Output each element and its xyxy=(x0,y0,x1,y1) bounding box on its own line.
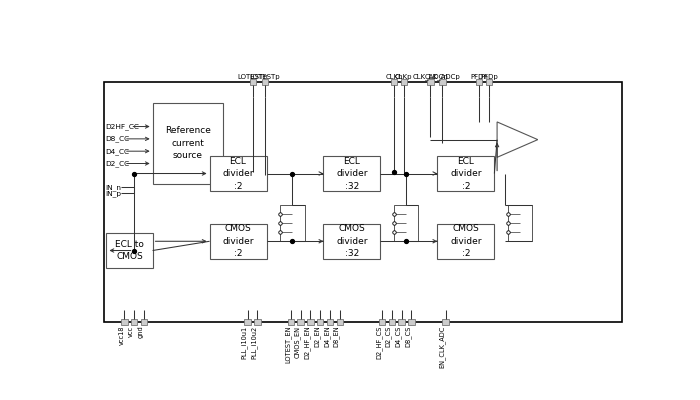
Text: D2_EN: D2_EN xyxy=(314,326,320,347)
FancyBboxPatch shape xyxy=(288,319,294,325)
Text: vcc18: vcc18 xyxy=(118,326,125,345)
FancyBboxPatch shape xyxy=(394,205,419,240)
Text: D8_CC: D8_CC xyxy=(105,136,129,142)
Text: D8_EN: D8_EN xyxy=(333,326,340,347)
FancyBboxPatch shape xyxy=(209,224,267,259)
FancyBboxPatch shape xyxy=(244,319,251,325)
Text: CMOS
divider
:2: CMOS divider :2 xyxy=(223,224,254,258)
FancyBboxPatch shape xyxy=(262,79,268,85)
FancyBboxPatch shape xyxy=(121,319,127,325)
FancyBboxPatch shape xyxy=(327,319,333,325)
FancyBboxPatch shape xyxy=(508,205,533,240)
FancyBboxPatch shape xyxy=(280,205,304,240)
FancyBboxPatch shape xyxy=(106,233,153,268)
Text: CLK_ADCn: CLK_ADCn xyxy=(412,74,448,80)
Text: PLL_i10u2: PLL_i10u2 xyxy=(251,326,258,359)
Text: D2_CS: D2_CS xyxy=(385,326,392,347)
FancyBboxPatch shape xyxy=(379,319,385,325)
FancyBboxPatch shape xyxy=(104,82,622,322)
Text: D8_CS: D8_CS xyxy=(405,326,412,347)
Text: D2_HF_CS: D2_HF_CS xyxy=(375,326,382,359)
FancyBboxPatch shape xyxy=(427,79,433,85)
Text: CMOS
divider
:2: CMOS divider :2 xyxy=(450,224,482,258)
FancyBboxPatch shape xyxy=(323,224,381,259)
Text: ECL
divider
:2: ECL divider :2 xyxy=(223,156,254,190)
Text: D4_EN: D4_EN xyxy=(323,326,330,347)
FancyBboxPatch shape xyxy=(337,319,343,325)
Text: IN_p: IN_p xyxy=(105,190,121,197)
Text: LOTEST_EN: LOTEST_EN xyxy=(284,326,291,363)
FancyBboxPatch shape xyxy=(323,156,381,191)
Text: D4_CS: D4_CS xyxy=(395,326,402,347)
Text: ECL
divider
:2: ECL divider :2 xyxy=(450,156,482,190)
FancyBboxPatch shape xyxy=(438,224,494,259)
Text: LOTESTn: LOTESTn xyxy=(237,74,268,80)
Text: PLL_i10u1: PLL_i10u1 xyxy=(241,326,248,359)
FancyBboxPatch shape xyxy=(317,319,323,325)
Text: CLK_ADCp: CLK_ADCp xyxy=(424,74,460,80)
Text: CLKp: CLKp xyxy=(395,74,412,80)
Text: D4_CC: D4_CC xyxy=(105,148,129,154)
FancyBboxPatch shape xyxy=(254,319,260,325)
Text: CMOS
divider
:32: CMOS divider :32 xyxy=(336,224,368,258)
FancyBboxPatch shape xyxy=(250,79,256,85)
Text: LOTESTp: LOTESTp xyxy=(250,74,280,80)
Text: ECL to
CMOS: ECL to CMOS xyxy=(115,240,144,261)
FancyBboxPatch shape xyxy=(307,319,314,325)
Text: ECL
divider
:32: ECL divider :32 xyxy=(336,156,368,190)
Text: D2_CC: D2_CC xyxy=(105,160,129,167)
Text: PFDp: PFDp xyxy=(480,74,498,80)
Text: D2_HF_EN: D2_HF_EN xyxy=(304,326,311,359)
FancyBboxPatch shape xyxy=(298,319,304,325)
FancyBboxPatch shape xyxy=(439,79,446,85)
Text: EN_CLK_ADC: EN_CLK_ADC xyxy=(439,326,446,368)
Text: PFDn: PFDn xyxy=(470,74,488,80)
FancyBboxPatch shape xyxy=(131,319,137,325)
FancyBboxPatch shape xyxy=(442,319,449,325)
FancyBboxPatch shape xyxy=(153,104,223,184)
FancyBboxPatch shape xyxy=(141,319,147,325)
Text: Reference
current
source: Reference current source xyxy=(165,126,211,160)
FancyBboxPatch shape xyxy=(486,79,492,85)
FancyBboxPatch shape xyxy=(476,79,482,85)
Text: vcc: vcc xyxy=(128,326,134,337)
FancyBboxPatch shape xyxy=(209,156,267,191)
FancyBboxPatch shape xyxy=(398,319,405,325)
FancyBboxPatch shape xyxy=(389,319,395,325)
Text: D2HF_CC: D2HF_CC xyxy=(105,123,139,130)
FancyBboxPatch shape xyxy=(400,79,407,85)
Text: CLKn: CLKn xyxy=(385,74,402,80)
Text: CMOS_EN: CMOS_EN xyxy=(294,326,301,358)
Text: gnd: gnd xyxy=(138,326,144,338)
FancyBboxPatch shape xyxy=(391,79,398,85)
FancyBboxPatch shape xyxy=(438,156,494,191)
FancyBboxPatch shape xyxy=(408,319,414,325)
Text: IN_n: IN_n xyxy=(105,184,121,190)
